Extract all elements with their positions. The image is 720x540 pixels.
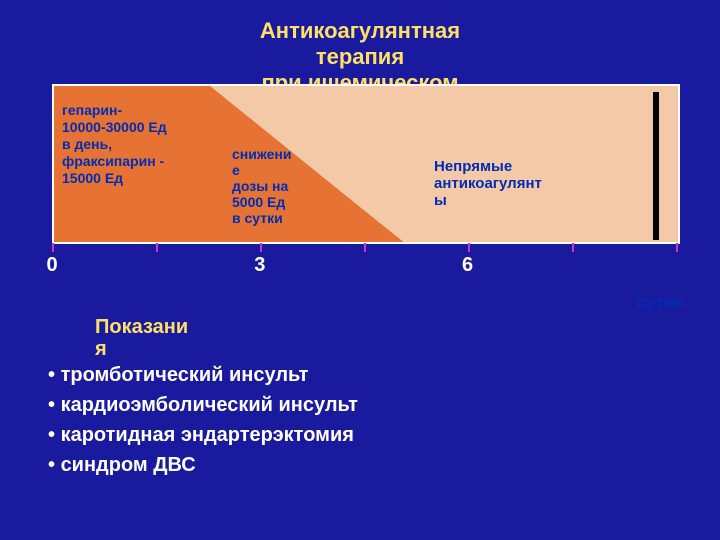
tick-label: 0 bbox=[46, 254, 57, 277]
tick bbox=[572, 243, 574, 252]
tick bbox=[468, 243, 470, 252]
title-line: Антикоагулянтная bbox=[0, 18, 720, 44]
chart-box: гепарин-10000-30000 Едв день,фраксипарин… bbox=[52, 84, 680, 244]
indication-item: тромботический инсульт bbox=[48, 360, 358, 390]
tick bbox=[260, 243, 262, 252]
tick bbox=[364, 243, 366, 252]
end-marker bbox=[653, 92, 659, 240]
tick-label: 3 bbox=[254, 254, 265, 277]
tick bbox=[156, 243, 158, 252]
days-label: сутки bbox=[636, 293, 682, 313]
tick-row bbox=[52, 242, 680, 252]
indication-item: кардиоэмболический инсульт bbox=[48, 390, 358, 420]
indication-item: синдром ДВС bbox=[48, 450, 358, 480]
region-heparin: гепарин-10000-30000 Едв день,фраксипарин… bbox=[62, 102, 212, 187]
tick-label: 6 bbox=[462, 254, 473, 277]
tick bbox=[52, 243, 54, 252]
region-reduce: снижениедозы на5000 Едв сутки bbox=[232, 146, 312, 226]
region-indirect: Непрямыеантикоагулянты bbox=[434, 158, 594, 209]
title-line: терапия bbox=[0, 44, 720, 70]
timeline-chart: гепарин-10000-30000 Едв день,фраксипарин… bbox=[52, 84, 680, 284]
indication-item: каротидная эндартерэктомия bbox=[48, 420, 358, 450]
tick bbox=[676, 243, 678, 252]
indications-title: Показания bbox=[95, 316, 188, 360]
indications-list: тромботический инсульткардиоэмболический… bbox=[48, 360, 358, 480]
